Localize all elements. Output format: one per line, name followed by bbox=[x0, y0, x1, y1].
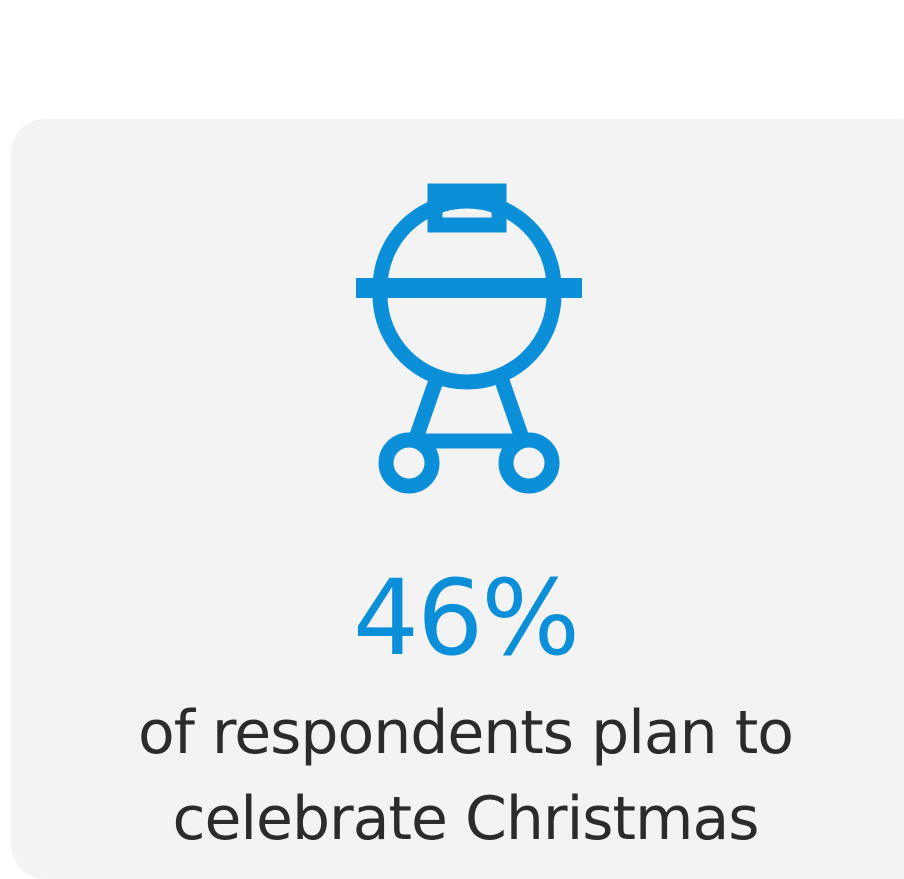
stat-caption: of respondents plan to celebrate Christm… bbox=[138, 698, 794, 854]
stat-card bbox=[11, 119, 904, 879]
stat-percentage: 46% bbox=[352, 557, 580, 679]
grill-icon bbox=[356, 183, 582, 494]
